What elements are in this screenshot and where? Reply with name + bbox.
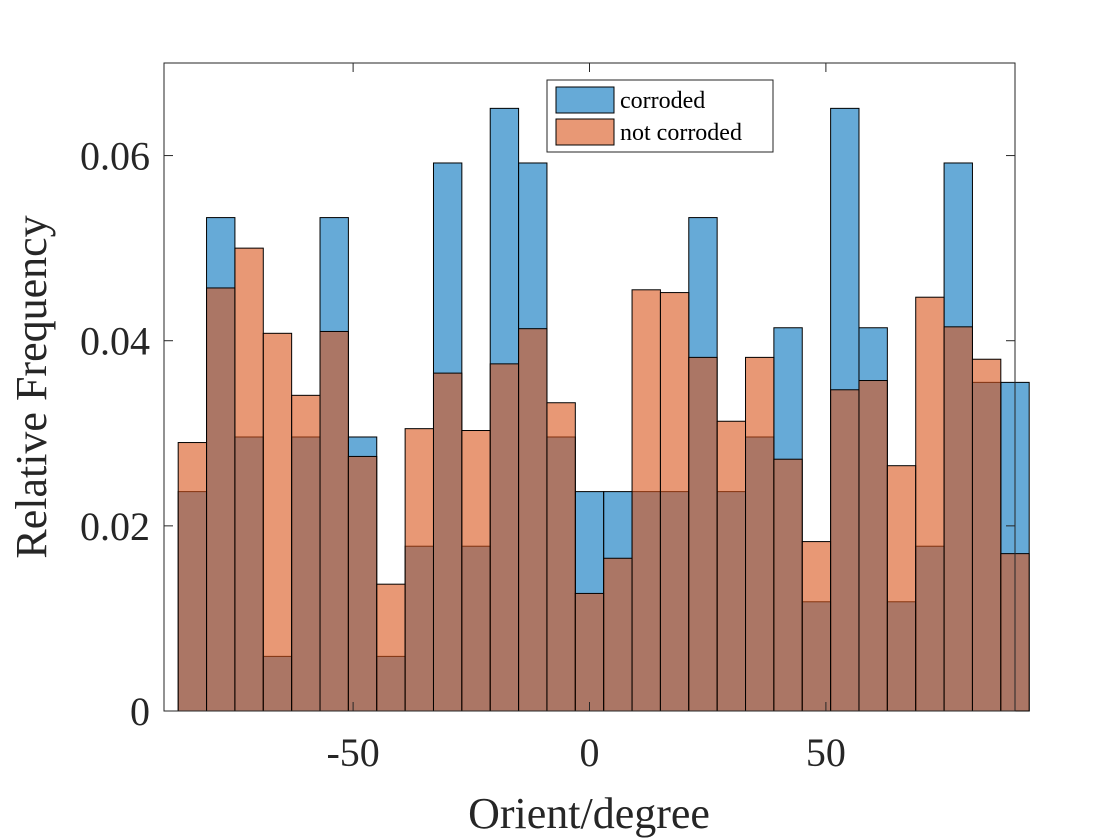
- y-tick-label-2: 0.04: [80, 319, 150, 364]
- series-not-corroded-bars: [177, 247, 1030, 712]
- bar-not-corroded-17: [659, 292, 690, 712]
- bar-not-corroded-6: [347, 455, 378, 712]
- x-axis-label: Orient/degree: [468, 789, 710, 838]
- bar-not-corroded-0: [177, 442, 208, 712]
- bar-not-corroded-22: [801, 541, 832, 712]
- x-tick-label-0: -50: [326, 730, 379, 775]
- legend-label-not-corroded: not corroded: [620, 120, 742, 146]
- bar-not-corroded-3: [262, 332, 293, 712]
- y-tick-labels: 0 0.02 0.04 0.06: [80, 134, 150, 734]
- bar-not-corroded-15: [603, 557, 633, 712]
- bar-not-corroded-25: [886, 465, 917, 712]
- axis-ticks: [164, 63, 1015, 712]
- y-tick-label-3: 0.06: [80, 134, 150, 179]
- bar-not-corroded-2: [234, 247, 264, 712]
- bar-not-corroded-14: [574, 592, 605, 712]
- y-axis-label: Relative Frequency: [7, 215, 56, 558]
- bar-not-corroded-16: [631, 289, 661, 712]
- bar-not-corroded-4: [291, 394, 321, 712]
- bar-not-corroded-1: [206, 287, 236, 712]
- bar-not-corroded-20: [745, 356, 775, 712]
- bar-not-corroded-13: [546, 402, 576, 712]
- x-tick-labels: -50 0 50: [326, 730, 845, 775]
- bar-not-corroded-24: [858, 380, 888, 712]
- x-tick-label-2: 50: [806, 730, 846, 775]
- legend-swatch-not-corroded: [555, 118, 615, 146]
- y-tick-label-0: 0: [130, 689, 150, 734]
- bar-not-corroded-10: [461, 430, 491, 712]
- bar-not-corroded-19: [716, 420, 747, 712]
- bar-not-corroded-26: [915, 296, 945, 712]
- bar-not-corroded-7: [376, 583, 406, 712]
- x-tick-label-1: 0: [580, 730, 600, 775]
- legend-label-corroded: corroded: [620, 88, 705, 114]
- bar-not-corroded-23: [830, 389, 860, 712]
- bar-not-corroded-28: [971, 358, 1002, 712]
- legend: corroded not corroded: [546, 79, 774, 153]
- bar-not-corroded-18: [688, 356, 718, 712]
- bar-not-corroded-12: [518, 328, 548, 712]
- bar-not-corroded-11: [489, 363, 520, 712]
- legend-swatch-corroded: [555, 86, 615, 114]
- y-tick-label-1: 0.02: [80, 504, 150, 549]
- bar-not-corroded-8: [404, 428, 434, 712]
- bar-not-corroded-27: [943, 326, 973, 712]
- bar-not-corroded-5: [319, 330, 349, 712]
- bar-not-corroded-9: [432, 372, 463, 712]
- bar-not-corroded-21: [773, 458, 803, 712]
